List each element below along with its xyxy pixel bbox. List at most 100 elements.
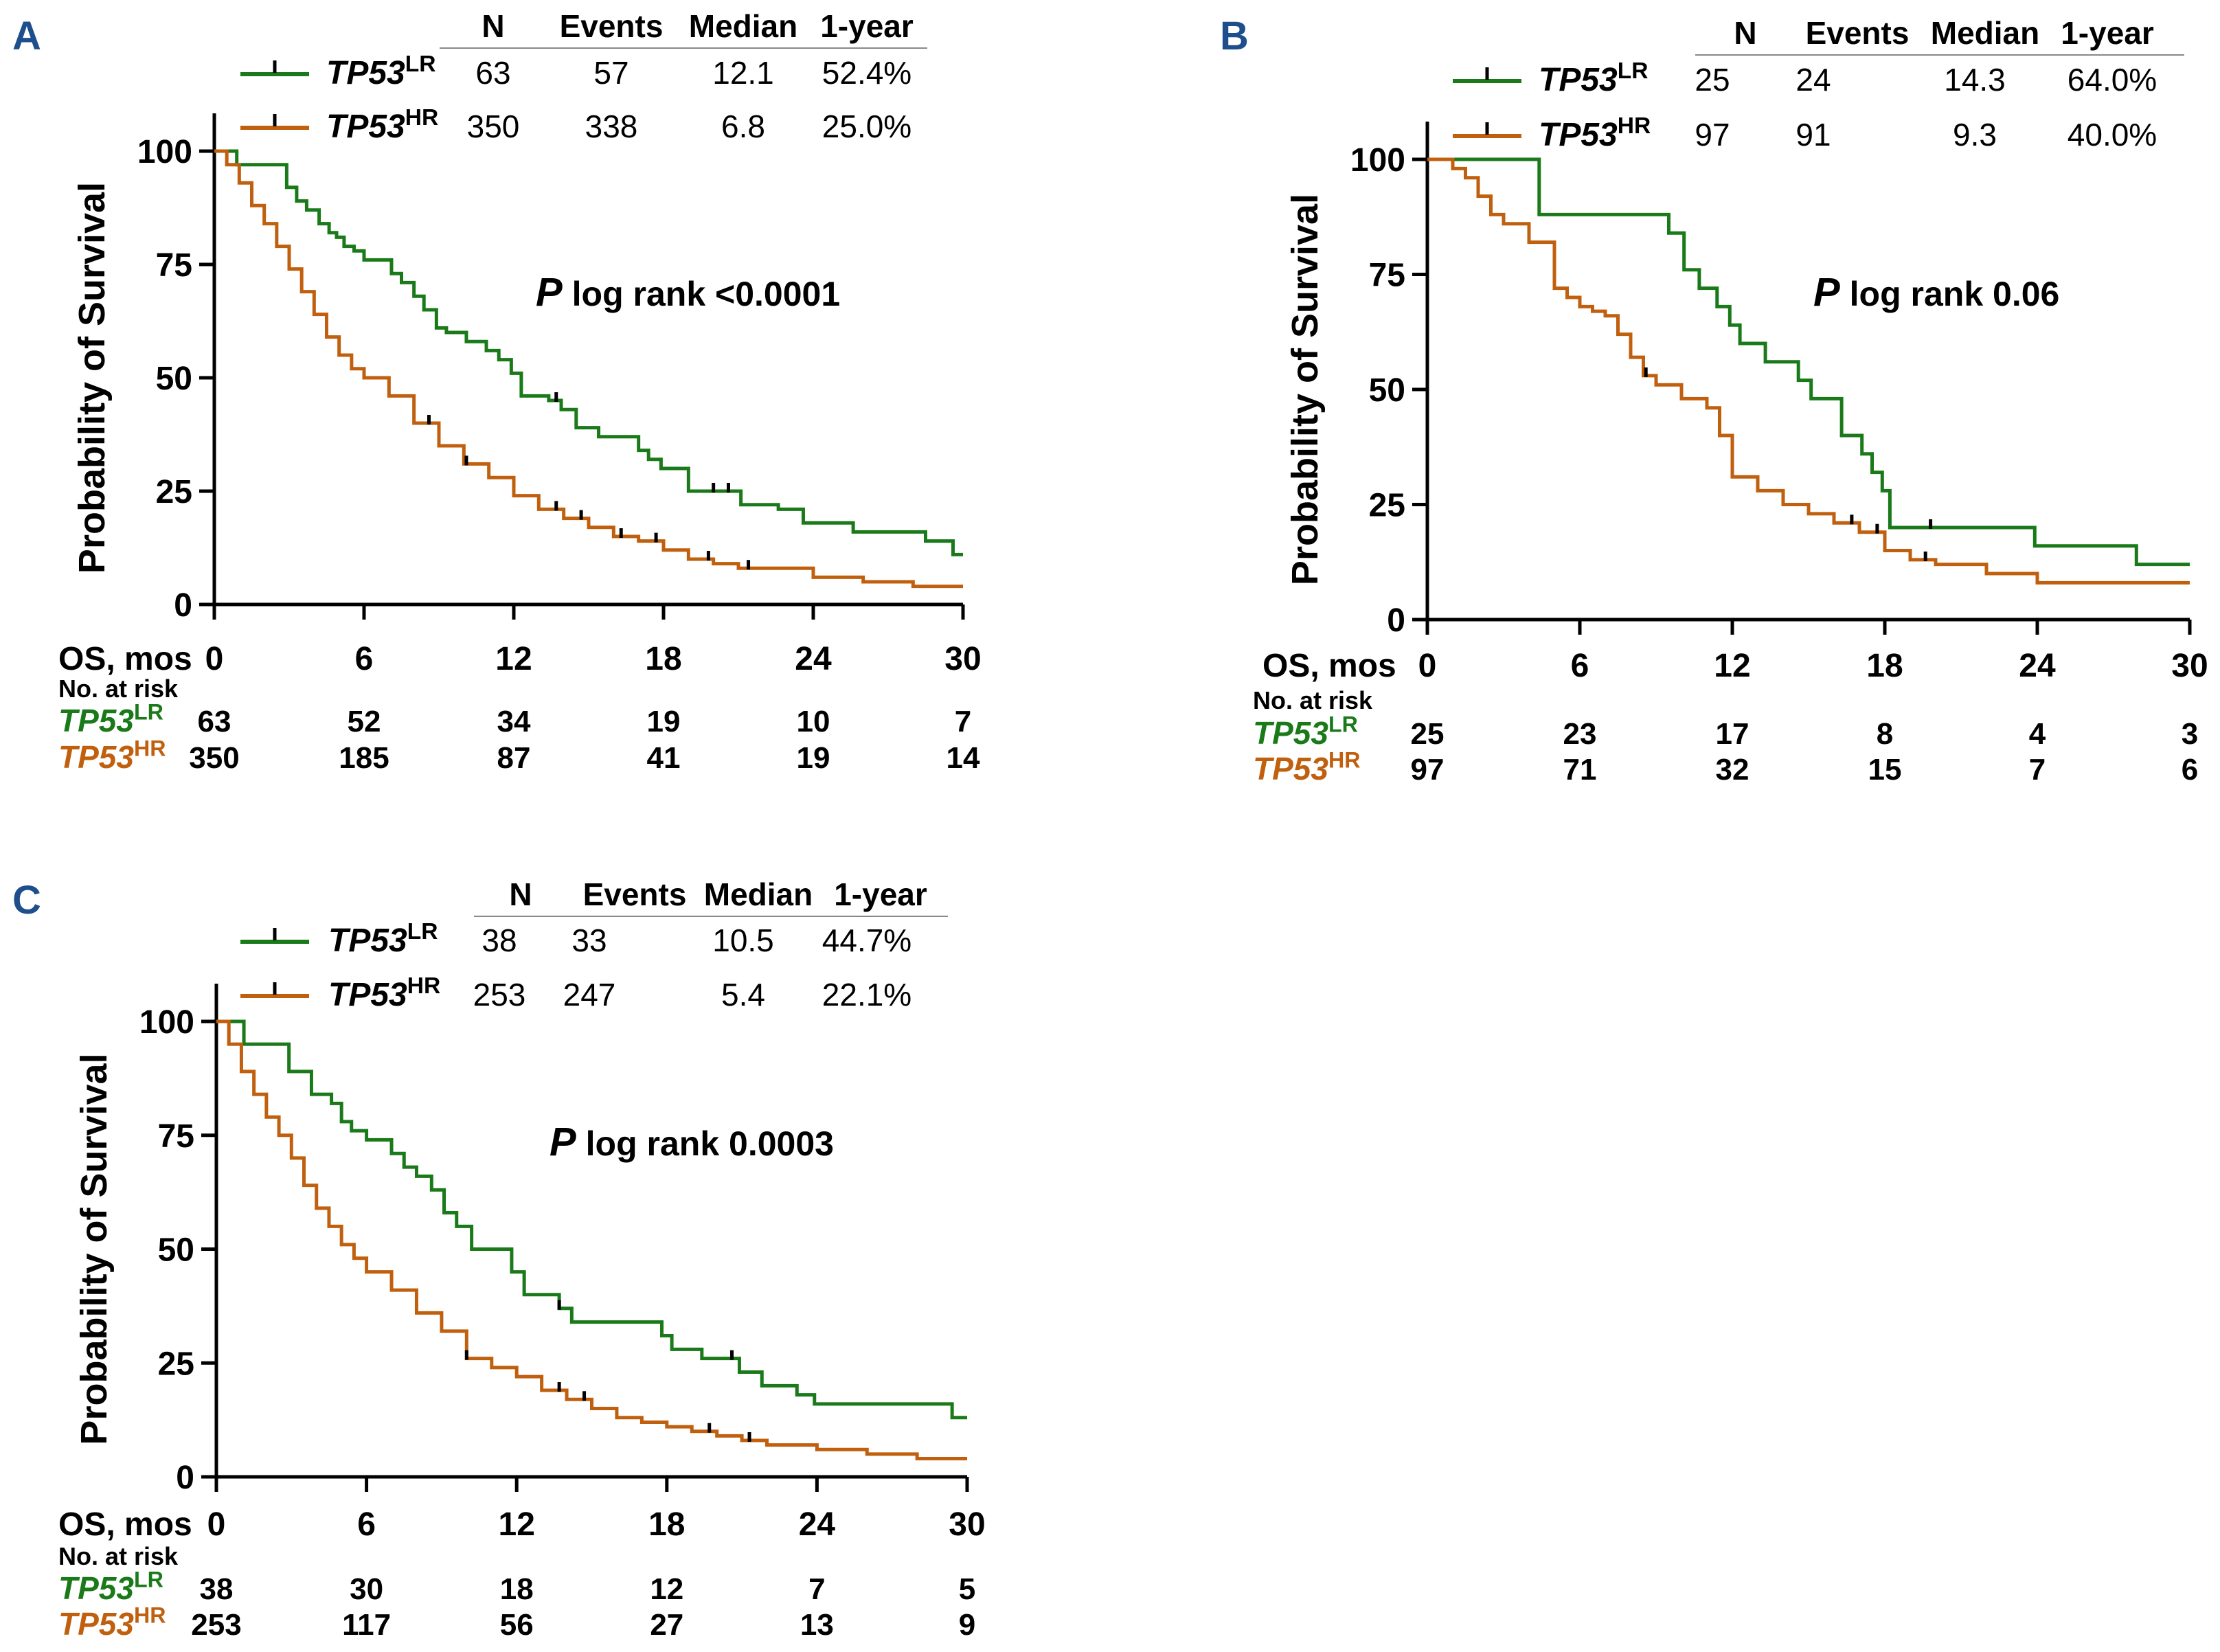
stat-value: 253 xyxy=(473,977,526,1012)
y-tick-label: 25 xyxy=(158,1346,194,1382)
stat-value: 40.0% xyxy=(2068,117,2157,152)
stat-value: 97 xyxy=(1695,117,1730,152)
risk-label-lr: TP53LR xyxy=(58,1568,163,1606)
legend-label-hr: TP53HR xyxy=(1539,113,1651,153)
at-risk-count: 5 xyxy=(959,1572,975,1606)
x-tick-label: 24 xyxy=(2019,648,2056,684)
y-tick-label: 0 xyxy=(1387,602,1405,639)
at-risk-count: 71 xyxy=(1563,753,1597,787)
at-risk-count: 6 xyxy=(2182,753,2198,787)
y-axis-title: Probability of Survival xyxy=(73,1053,115,1445)
risk-table-header: No. at risk xyxy=(58,1542,179,1570)
table-header-median: Median xyxy=(689,8,797,44)
x-tick-label: 24 xyxy=(795,641,832,677)
survival-curve-hr xyxy=(216,1019,967,1460)
at-risk-count: 27 xyxy=(650,1608,683,1642)
at-risk-count: 10 xyxy=(797,705,830,738)
legend-label-lr: TP53LR xyxy=(1539,58,1649,98)
at-risk-count: 7 xyxy=(2029,753,2046,787)
stat-value: 24 xyxy=(1796,62,1831,98)
x-tick-label: 30 xyxy=(944,641,981,677)
survival-curve-hr xyxy=(1427,157,2190,585)
x-tick-label: 6 xyxy=(355,641,374,677)
at-risk-count: 87 xyxy=(497,741,531,775)
x-tick-label: 18 xyxy=(1866,648,1903,684)
x-axis-title: OS, mos xyxy=(58,1506,192,1543)
at-risk-count: 38 xyxy=(200,1572,234,1606)
stat-value: 9.3 xyxy=(1953,117,1997,152)
at-risk-count: 253 xyxy=(191,1608,241,1642)
at-risk-count: 19 xyxy=(647,705,681,738)
y-tick-label: 50 xyxy=(156,361,192,397)
legend-label-hr: TP53HR xyxy=(328,973,440,1013)
y-axis-title: Probability of Survival xyxy=(71,182,113,574)
at-risk-count: 30 xyxy=(350,1572,383,1606)
x-tick-label: 12 xyxy=(499,1506,535,1543)
at-risk-count: 350 xyxy=(189,741,239,775)
table-header-1year: 1-year xyxy=(820,8,914,44)
stat-value: 25 xyxy=(1695,62,1730,98)
panel-label: A xyxy=(12,14,41,58)
table-header-events: Events xyxy=(1806,15,1910,51)
stat-value: 63 xyxy=(475,55,510,91)
at-risk-count: 56 xyxy=(500,1608,534,1642)
at-risk-count: 32 xyxy=(1716,753,1749,787)
x-tick-label: 30 xyxy=(949,1506,985,1543)
x-tick-label: 6 xyxy=(357,1506,376,1543)
at-risk-count: 63 xyxy=(198,705,231,738)
x-tick-label: 30 xyxy=(2171,648,2208,684)
y-tick-label: 100 xyxy=(1350,142,1405,179)
at-risk-count: 7 xyxy=(955,705,971,738)
risk-table-header: No. at risk xyxy=(58,675,179,703)
stat-value: 25.0% xyxy=(822,109,911,144)
stat-value: 6.8 xyxy=(721,109,765,144)
legend-label-hr: TP53HR xyxy=(326,105,438,145)
panel-label: B xyxy=(1220,14,1249,58)
risk-label-lr: TP53LR xyxy=(1253,712,1358,751)
table-header-n: N xyxy=(482,8,504,44)
at-risk-count: 13 xyxy=(800,1608,834,1642)
p-value-annotation: P log rank <0.0001 xyxy=(536,270,840,315)
x-tick-label: 0 xyxy=(207,1506,226,1543)
y-tick-label: 0 xyxy=(174,587,192,624)
risk-label-hr: TP53HR xyxy=(58,736,166,775)
p-value-annotation: P log rank 0.0003 xyxy=(550,1120,834,1164)
survival-curve-lr xyxy=(1427,157,2190,567)
at-risk-count: 23 xyxy=(1563,717,1597,751)
y-tick-label: 75 xyxy=(156,247,192,284)
risk-label-lr: TP53LR xyxy=(58,700,163,738)
stat-value: 14.3 xyxy=(1944,62,2006,98)
panel-label: C xyxy=(12,878,41,923)
table-header-median: Median xyxy=(704,876,813,912)
x-tick-label: 0 xyxy=(1418,648,1437,684)
at-risk-count: 8 xyxy=(1877,717,1893,751)
y-tick-label: 25 xyxy=(156,474,192,510)
x-tick-label: 0 xyxy=(205,641,224,677)
at-risk-count: 9 xyxy=(959,1608,975,1642)
stat-value: 57 xyxy=(593,55,628,91)
at-risk-count: 3 xyxy=(2182,717,2198,751)
y-tick-label: 75 xyxy=(1369,258,1405,294)
risk-label-hr: TP53HR xyxy=(1253,748,1360,787)
at-risk-count: 17 xyxy=(1716,717,1749,751)
x-axis-title: OS, mos xyxy=(58,641,192,677)
p-value-annotation: P log rank 0.06 xyxy=(1813,270,2059,315)
legend-label-lr: TP53LR xyxy=(326,52,436,91)
at-risk-count: 18 xyxy=(500,1572,534,1606)
stat-value: 52.4% xyxy=(822,55,911,91)
at-risk-count: 19 xyxy=(797,741,830,775)
y-tick-label: 100 xyxy=(139,1004,194,1041)
stat-value: 64.0% xyxy=(2068,62,2157,98)
stat-value: 33 xyxy=(571,923,607,958)
x-tick-label: 18 xyxy=(645,641,681,677)
stat-value: 22.1% xyxy=(822,977,911,1012)
y-tick-label: 50 xyxy=(1369,372,1405,409)
y-tick-label: 100 xyxy=(137,134,192,170)
table-header-1year: 1-year xyxy=(834,876,927,912)
panel-b: B 0 25 50 75 100 0 6 12 18 24 30 Probability of Surv… xyxy=(1220,14,2208,787)
at-risk-count: 117 xyxy=(342,1608,391,1642)
x-tick-label: 12 xyxy=(1714,648,1750,684)
table-header-events: Events xyxy=(560,8,664,44)
